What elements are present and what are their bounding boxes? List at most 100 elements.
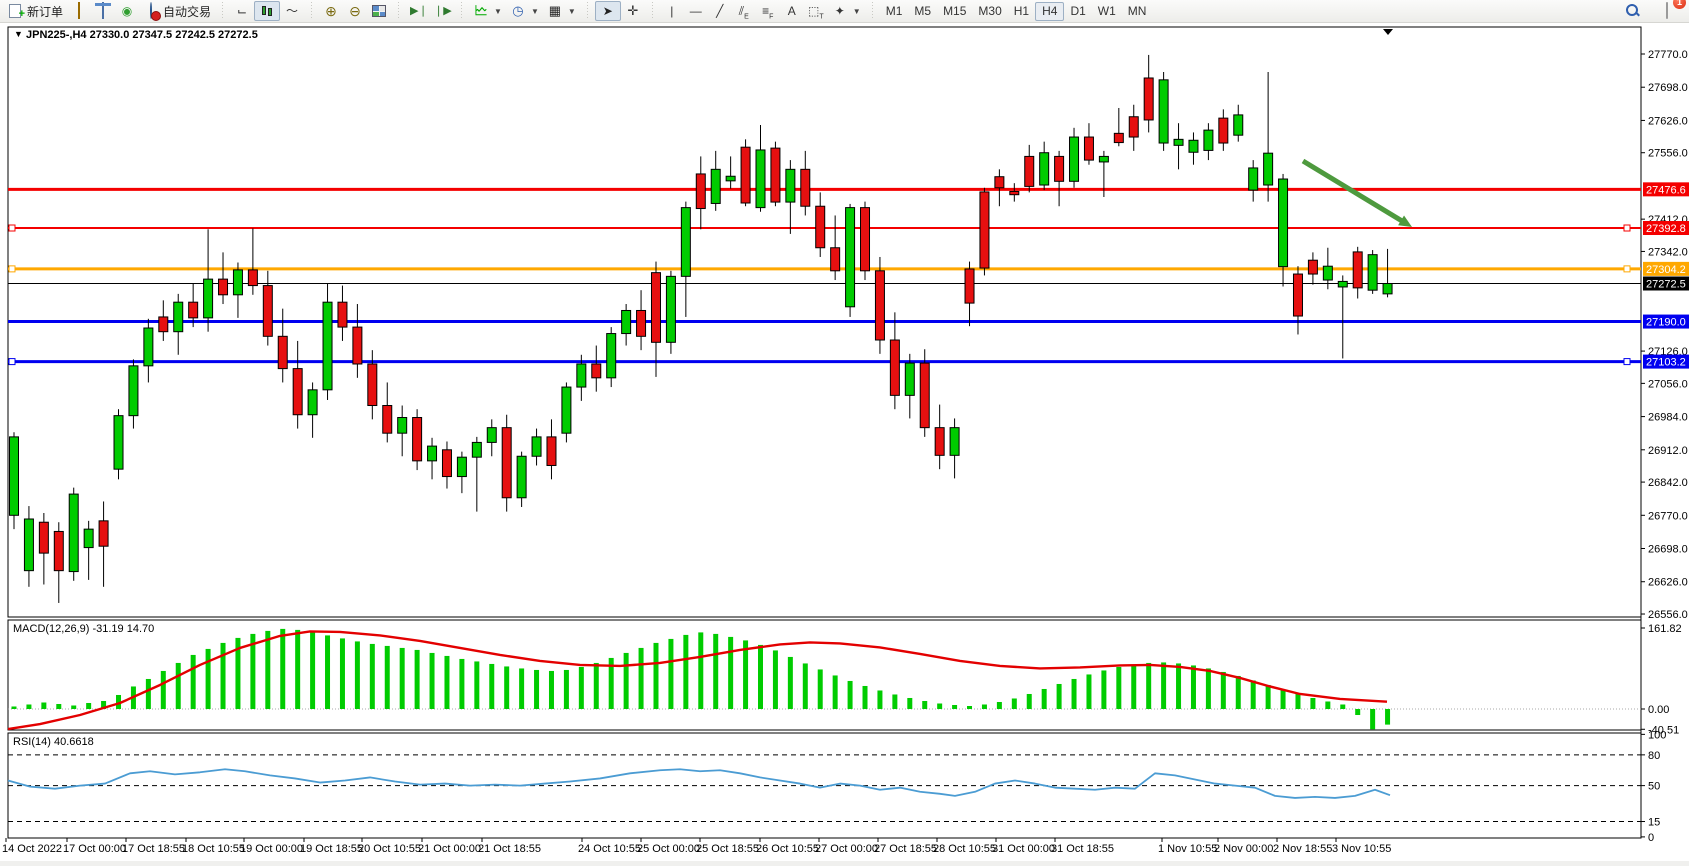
timeframe-m30[interactable]: M30	[978, 4, 1002, 18]
candle-body	[188, 301, 199, 319]
vertical-line-button[interactable]: |	[660, 1, 684, 21]
level-marker[interactable]	[1623, 224, 1631, 232]
candle-body	[307, 389, 318, 416]
macd-histogram-bar	[1011, 698, 1017, 709]
candle-body	[665, 275, 676, 343]
price-badge	[1643, 261, 1689, 276]
new-order-label: 新订单	[27, 4, 64, 19]
candle-body	[337, 301, 348, 328]
macd-histogram-bar	[519, 668, 525, 709]
timeframe-d1[interactable]: D1	[1070, 4, 1086, 18]
candle-body	[1263, 152, 1274, 186]
macd-histogram-bar	[504, 666, 510, 709]
candle-body	[964, 268, 975, 304]
price-badge-label: 27392.8	[1646, 223, 1686, 235]
timeframe-h1[interactable]: H1	[1013, 4, 1030, 18]
macd-histogram-bar	[295, 629, 301, 709]
channel-button[interactable]: ⫽E	[732, 1, 756, 21]
trend-arrow-line[interactable]	[1301, 158, 1407, 225]
horizontal-line-button[interactable]: —	[684, 1, 708, 21]
timeframe-m15[interactable]: M15	[943, 4, 967, 18]
price-badge-label: 27190.0	[1646, 317, 1686, 329]
time-tick-label: 14 Oct 2022	[2, 843, 62, 855]
line-chart-icon: 〜	[286, 4, 299, 18]
macd-histogram-bar	[1355, 709, 1361, 716]
candle-body	[904, 362, 915, 396]
bar-chart-button[interactable]: ⌙	[230, 1, 254, 21]
time-tick-label: 28 Oct 10:55	[933, 843, 996, 855]
macd-histogram-bar	[1370, 709, 1376, 730]
arrows-button[interactable]: ✦ ▼	[828, 1, 865, 21]
chart-shift-button[interactable]: ❘▶	[430, 1, 454, 21]
candle-chart-button[interactable]	[254, 1, 281, 21]
macd-histogram-bar	[952, 704, 958, 709]
level-marker[interactable]	[8, 265, 16, 273]
signals-button[interactable]: ◉	[115, 1, 139, 21]
rsi-line	[7, 768, 1391, 799]
trendline-button[interactable]: ╱	[708, 1, 732, 21]
candle-body	[203, 278, 214, 319]
macd-histogram-bar	[772, 650, 778, 709]
search-button[interactable]	[1621, 1, 1645, 21]
chart-window[interactable]: 27770.0 27698.0 27626.0 27556.0 27412.0 27342…	[0, 23, 1689, 861]
timeframe-h4[interactable]: H4	[1035, 1, 1065, 21]
new-order-icon	[9, 4, 25, 22]
cursor-icon: ➤	[602, 4, 613, 18]
time-tick-label: 27 Oct 00:00	[815, 843, 878, 855]
timeframe-mn[interactable]: MN	[1127, 4, 1147, 18]
crosshair-button[interactable]: ✛	[621, 1, 645, 21]
time-tick-label: 21 Oct 00:00	[418, 843, 481, 855]
open-chart-button[interactable]	[91, 1, 115, 21]
macd-histogram-bar	[981, 704, 987, 709]
auto-trading-button[interactable]: 自动交易	[139, 1, 215, 21]
candle-body	[397, 417, 408, 434]
level-marker[interactable]	[1623, 358, 1631, 366]
gold-icon	[78, 2, 81, 19]
line-chart-button[interactable]: 〜	[280, 1, 304, 21]
templates-button[interactable]: ▦ ▼	[543, 1, 580, 21]
candle-body	[680, 207, 691, 277]
candle-body	[1382, 282, 1393, 295]
notifications-button[interactable]: 1	[1655, 0, 1686, 21]
candle-body	[815, 205, 826, 249]
scroll-end-marker[interactable]	[1383, 29, 1393, 35]
candle-body	[770, 147, 781, 203]
timeframe-w1[interactable]: W1	[1097, 4, 1116, 18]
timeframe-m1[interactable]: M1	[885, 4, 903, 18]
macd-histogram-bar	[1071, 678, 1077, 709]
zoom-in-button[interactable]: ⊕	[319, 1, 343, 21]
indicators-button[interactable]: 🗠 ▼	[469, 1, 506, 21]
level-marker[interactable]	[1623, 265, 1631, 273]
level-marker[interactable]	[8, 358, 16, 366]
time-tick-label: 18 Oct 10:55	[182, 843, 245, 855]
candle-body	[173, 301, 184, 333]
fibonacci-button[interactable]: ≡F	[756, 1, 780, 21]
macd-histogram-bar	[116, 694, 122, 709]
macd-histogram-bar	[429, 652, 435, 709]
candle-body	[277, 335, 288, 370]
time-tick-label: 17 Oct 18:55	[122, 843, 185, 855]
candle-body	[456, 456, 467, 478]
auto-scroll-button[interactable]: ▶❘	[406, 1, 430, 21]
macd-histogram-bar	[265, 630, 271, 709]
cursor-button[interactable]: ➤	[594, 1, 621, 21]
horizontal-line-icon: —	[689, 4, 702, 18]
time-tick-label: 19 Oct 00:00	[240, 843, 303, 855]
price-badge	[1643, 276, 1689, 291]
macd-pane[interactable]	[7, 619, 1642, 731]
toolbar-separator	[869, 2, 875, 20]
macd-histogram-bar	[548, 670, 554, 709]
trend-arrow-head[interactable]	[1398, 215, 1412, 227]
text-button[interactable]: A	[780, 1, 804, 21]
timeframe-m5[interactable]: M5	[914, 4, 932, 18]
text-label-button[interactable]: ⬚T	[804, 1, 828, 21]
new-order-button[interactable]: 新订单	[3, 1, 67, 22]
tile-windows-button[interactable]	[367, 1, 391, 21]
periods-button[interactable]: ◷ ▼	[506, 1, 543, 21]
level-marker[interactable]	[8, 224, 16, 232]
zoom-out-button[interactable]: ⊖	[343, 1, 367, 21]
candle-body	[53, 530, 64, 572]
time-tick-label: 26 Oct 10:55	[756, 843, 819, 855]
macd-histogram-bar	[996, 701, 1002, 709]
market-watch-button[interactable]	[67, 1, 91, 21]
